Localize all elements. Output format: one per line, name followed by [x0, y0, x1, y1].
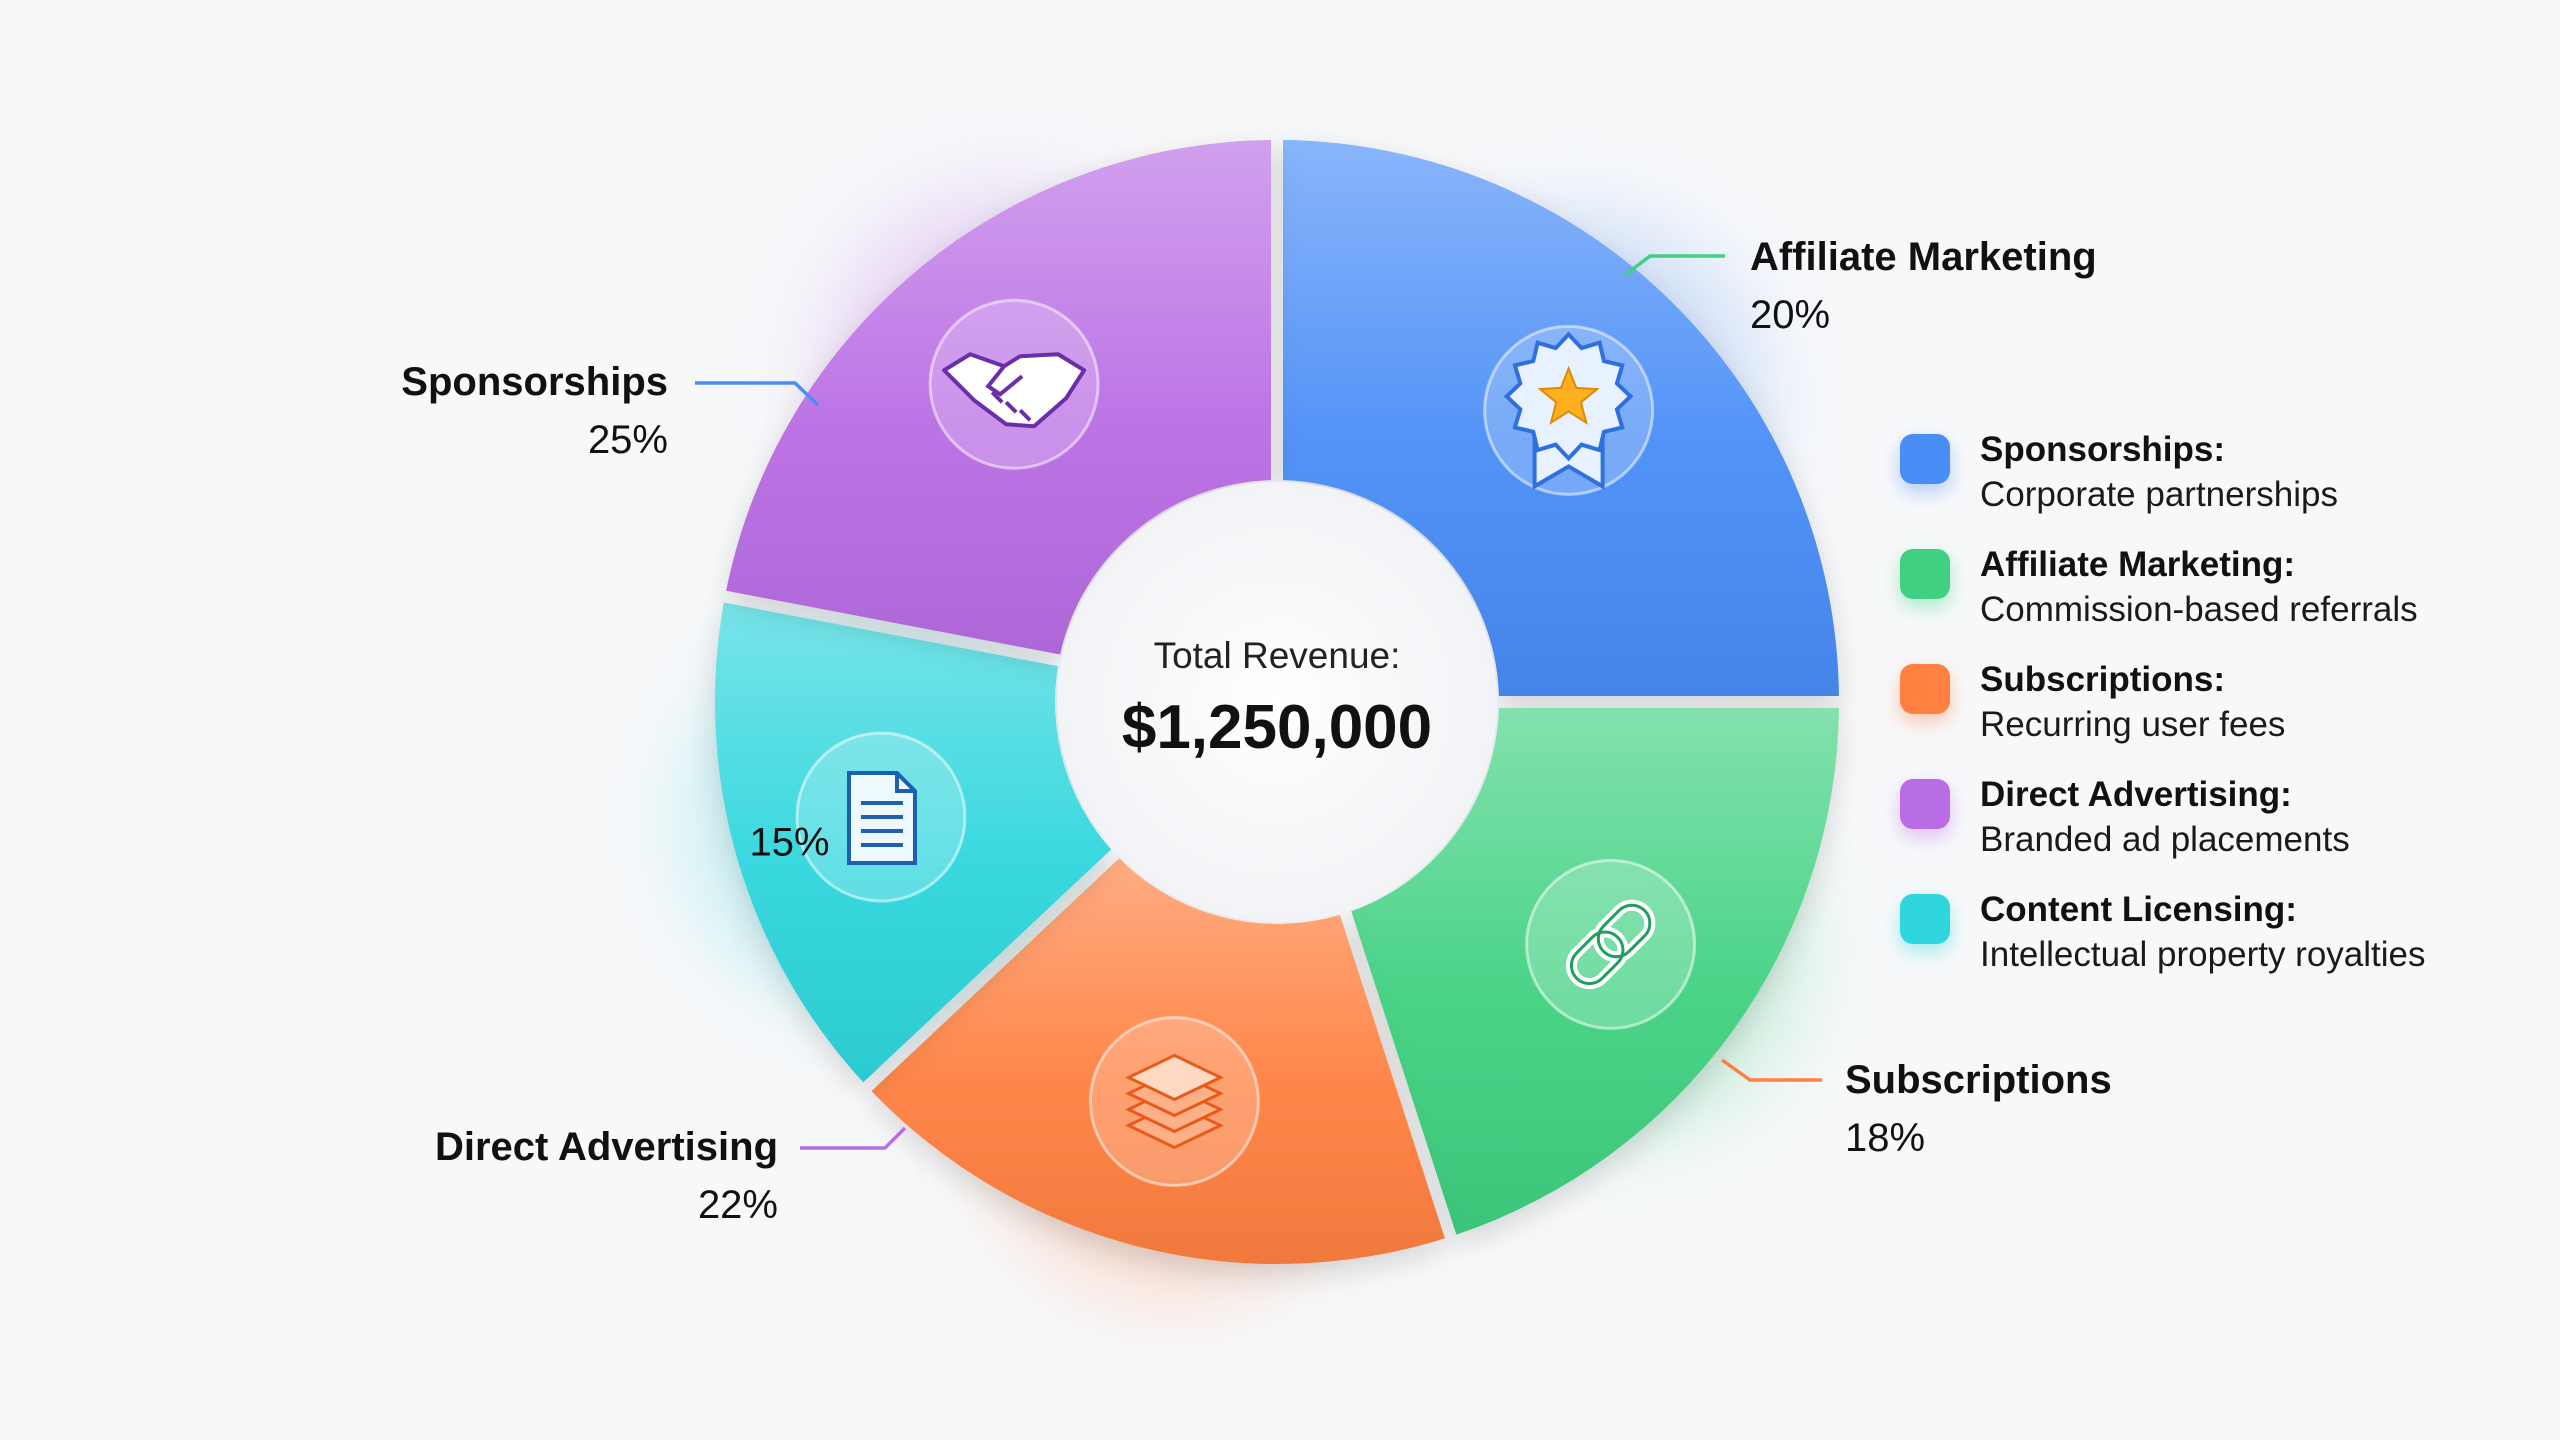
content-licensing-percent-label: 15%	[750, 821, 830, 865]
legend-description: Branded ad placements	[1980, 820, 2350, 859]
legend-description: Commission-based referrals	[1980, 590, 2418, 629]
direct-advertising-leader-line	[800, 1126, 907, 1150]
donut-hole	[1057, 482, 1497, 922]
sponsorships-label: Sponsorships	[401, 360, 668, 404]
direct-advertising-percent-label: 22%	[698, 1183, 778, 1227]
legend-description: Corporate partnerships	[1980, 475, 2338, 514]
legend-description: Recurring user fees	[1980, 705, 2286, 744]
legend-title: Sponsorships:	[1980, 430, 2226, 469]
legend-item-direct-advertising: Direct Advertising: Branded ad placements	[1900, 775, 2520, 885]
sponsorships-leader-line	[695, 381, 820, 407]
affiliate-marketing-label: Affiliate Marketing	[1750, 235, 2097, 279]
sponsorships-percent-label: 25%	[588, 418, 668, 462]
legend-item-subscriptions: Subscriptions: Recurring user fees	[1900, 660, 2520, 770]
legend-title: Subscriptions:	[1980, 660, 2226, 699]
affiliate-marketing-leader-line	[1623, 254, 1725, 277]
affiliate-marketing-slice-sheen	[1351, 707, 1839, 1235]
legend-description: Intellectual property royalties	[1980, 935, 2426, 974]
legend-item-content-licensing: Content Licensing: Intellectual property …	[1900, 890, 2520, 1000]
document-icon	[795, 731, 967, 903]
legend-swatch	[1900, 549, 1950, 599]
total-revenue-value: $1,250,000	[1122, 693, 1432, 762]
handshake-icon	[928, 298, 1100, 470]
direct-advertising-label: Direct Advertising	[435, 1125, 778, 1169]
legend-item-affiliate-marketing: Affiliate Marketing: Commission-based ref…	[1900, 545, 2520, 655]
legend-title: Direct Advertising:	[1980, 775, 2292, 814]
affiliate-marketing-percent-label: 20%	[1750, 293, 1830, 337]
center-label: Total Revenue:	[1154, 635, 1401, 676]
legend-swatch	[1900, 779, 1950, 829]
subscriptions-leader-line	[1720, 1058, 1822, 1082]
subscriptions-percent-label: 18%	[1845, 1116, 1925, 1160]
legend-title: Content Licensing:	[1980, 890, 2297, 929]
link-chain-icon	[1525, 858, 1697, 1030]
legend-title: Affiliate Marketing:	[1980, 545, 2296, 584]
layers-stack-icon	[1088, 1015, 1260, 1187]
legend-item-sponsorships: Sponsorships: Corporate partnerships	[1900, 430, 2520, 540]
legend-swatch	[1900, 664, 1950, 714]
legend-swatch	[1900, 894, 1950, 944]
award-star-icon	[1483, 324, 1655, 496]
legend-swatch	[1900, 434, 1950, 484]
subscriptions-label: Subscriptions	[1845, 1058, 2112, 1102]
subscriptions-slice-sheen	[871, 858, 1445, 1264]
subscriptions-slice[interactable]	[871, 858, 1445, 1264]
affiliate-marketing-slice[interactable]	[1351, 707, 1839, 1235]
